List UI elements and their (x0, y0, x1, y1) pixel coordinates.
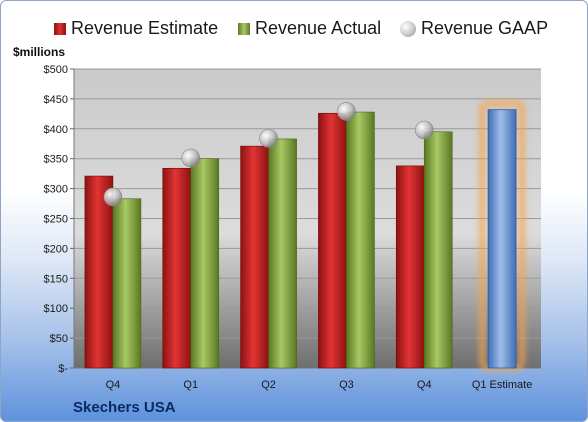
x-tick-label: Q1 Estimate (472, 379, 533, 391)
marker-revenue-gaap (181, 148, 201, 168)
bar-revenue-actual (346, 111, 375, 369)
company-name: Skechers USA (73, 399, 176, 416)
bar-revenue-estimate (318, 112, 347, 369)
y-tick-label: $350 (44, 154, 68, 166)
marker-revenue-gaap (414, 120, 434, 140)
bar-revenue-estimate (240, 145, 269, 369)
legend-item-revenue-estimate: Revenue Estimate (54, 18, 218, 39)
bar-revenue-estimate (162, 167, 192, 369)
y-tick-label: $150 (44, 273, 68, 285)
legend-swatch-revenue-gaap (400, 20, 416, 37)
y-tick-label: $250 (44, 214, 68, 226)
bar-forecast (487, 109, 517, 369)
y-tick-label: $50 (50, 333, 68, 345)
bar-revenue-estimate (395, 165, 425, 369)
bar-revenue-actual (112, 198, 142, 369)
y-axis-unit-label: $millions (13, 45, 66, 59)
bar-revenue-actual (268, 138, 297, 369)
legend-label-revenue-estimate: Revenue Estimate (71, 18, 219, 38)
x-tick-label: Q2 (261, 379, 276, 391)
y-tick-label: $500 (44, 64, 68, 76)
x-tick-label: Q4 (106, 379, 121, 391)
y-tick-label: $100 (44, 303, 68, 315)
marker-revenue-gaap (103, 187, 123, 207)
legend-label-revenue-actual: Revenue Actual (255, 18, 382, 38)
bar-revenue-actual (423, 131, 453, 369)
legend-item-revenue-gaap: Revenue GAAP (400, 18, 548, 39)
x-tick-label: Q1 (183, 379, 198, 391)
legend-item-revenue-actual: Revenue Actual (238, 18, 381, 39)
y-tick-label: $300 (44, 184, 68, 196)
legend-label-revenue-gaap: Revenue GAAP (421, 18, 549, 38)
legend-swatch-revenue-actual (238, 22, 250, 35)
marker-revenue-gaap (259, 129, 278, 148)
y-tick-label: $400 (44, 124, 68, 136)
x-tick-label: Q4 (417, 379, 432, 391)
x-tick-label: Q3 (339, 379, 354, 391)
y-tick-label: $200 (44, 243, 68, 255)
y-tick-label: $450 (44, 94, 68, 106)
legend: Revenue Estimate Revenue Actual Revenue … (1, 18, 587, 40)
marker-revenue-gaap (337, 102, 356, 121)
bar-revenue-estimate (84, 175, 114, 369)
bar-revenue-actual (190, 158, 220, 369)
legend-swatch-revenue-estimate (54, 22, 66, 35)
y-tick-label: $- (58, 363, 68, 375)
